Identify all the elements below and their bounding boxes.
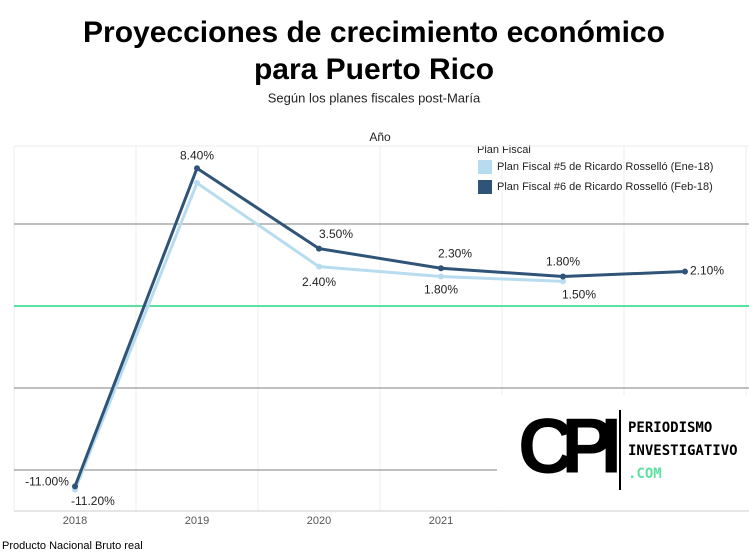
data-point xyxy=(194,165,200,172)
data-label: -11.00% xyxy=(25,475,69,489)
x-tick-label: 2018 xyxy=(63,515,87,527)
x-tick-label: 2019 xyxy=(185,515,209,527)
x-tick-label: 2020 xyxy=(307,515,331,527)
data-label: 8.40% xyxy=(180,148,214,162)
data-label: 1.50% xyxy=(562,288,596,302)
chart-title: Proyecciones de crecimiento económico par… xyxy=(83,16,665,86)
data-point xyxy=(682,268,688,275)
data-point xyxy=(316,245,322,252)
data-label: 1.80% xyxy=(424,283,458,297)
logo-text: INVESTIGATIVO xyxy=(628,443,738,459)
data-label: 1.80% xyxy=(546,255,580,269)
logo-mark: CPI xyxy=(518,402,618,490)
data-point xyxy=(560,273,566,280)
data-point xyxy=(438,265,444,272)
data-point xyxy=(560,278,566,285)
legend-swatch xyxy=(478,180,492,194)
x-tick-label: 2021 xyxy=(429,515,453,527)
data-label: 2.30% xyxy=(438,246,472,260)
legend-swatch xyxy=(478,160,492,174)
x-axis-label: Año xyxy=(369,130,391,144)
data-label: 2.10% xyxy=(690,264,724,278)
legend-label: Plan Fiscal #5 de Ricardo Rosselló (Ene-… xyxy=(497,161,713,173)
data-label: 2.40% xyxy=(302,275,336,289)
footer: Producto Nacional Bruto real xyxy=(2,540,143,552)
data-point xyxy=(438,273,444,280)
legend-title: Plan Fiscal xyxy=(477,144,531,156)
data-label: -11.20% xyxy=(71,494,115,508)
data-point xyxy=(316,263,322,270)
data-point xyxy=(72,483,78,490)
chart-subtitle: Según los planes fiscales post-María xyxy=(268,90,481,105)
logo-background xyxy=(497,395,749,510)
data-label: 3.50% xyxy=(319,227,353,241)
data-point xyxy=(194,180,200,186)
legend-label: Plan Fiscal #6 de Ricardo Rosselló (Feb-… xyxy=(497,181,713,193)
logo-text: PERIODISMO xyxy=(628,420,712,436)
series-line xyxy=(73,165,686,487)
logo-text: .COM xyxy=(628,466,662,482)
